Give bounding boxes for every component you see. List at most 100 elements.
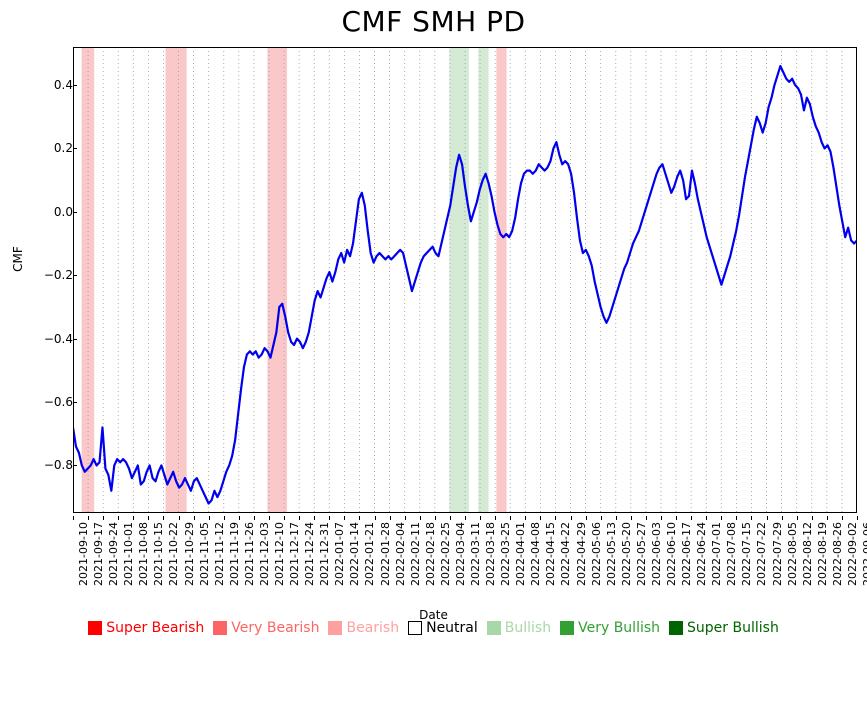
x-tick-mark (163, 516, 165, 520)
y-tick-label: −0.2 (43, 268, 73, 283)
x-tick-mark (73, 516, 74, 520)
x-tick-mark (736, 516, 738, 520)
x-tick-mark (103, 516, 105, 520)
chart-legend: Super Bearish Very Bearish Bearish Neutral B… (0, 620, 867, 636)
y-tick-mark (73, 148, 77, 150)
legend-item-neutral[interactable]: Neutral (408, 620, 478, 636)
y-tick-label: −0.6 (43, 395, 73, 410)
x-tick-mark (857, 516, 858, 520)
y-tick-label: −0.4 (43, 331, 73, 346)
legend-item-super-bullish[interactable]: Super Bullish (669, 620, 779, 636)
legend-swatch-icon (560, 621, 575, 635)
legend-swatch-icon (669, 621, 684, 635)
legend-item-bearish[interactable]: Bearish (328, 620, 399, 636)
x-tick-mark (676, 516, 678, 520)
y-tick-mark (73, 275, 77, 277)
y-tick-mark (73, 402, 77, 404)
x-tick-mark (449, 516, 451, 520)
x-tick-mark (841, 516, 843, 520)
x-axis-ticks: 2021-09-10 2021-09-17 2021-09-24 2021-10-01… (73, 516, 867, 608)
x-tick-mark (148, 516, 150, 520)
x-tick-mark (811, 516, 813, 520)
legend-label: Very Bearish (231, 620, 320, 636)
legend-item-bullish[interactable]: Bullish (486, 620, 552, 636)
x-tick-mark (796, 516, 798, 520)
x-tick-mark (691, 516, 693, 520)
legend-swatch-icon (486, 621, 501, 635)
y-axis-ticks: 0.4 0.2 0.0 −0.2 −0.4 −0.6 −0.8 (15, 47, 77, 513)
y-tick-mark (73, 338, 77, 340)
x-tick-mark (540, 516, 542, 520)
x-tick-mark (706, 516, 708, 520)
signal-band-bullish (449, 47, 469, 513)
x-tick-mark (434, 516, 436, 520)
y-tick-mark (73, 465, 77, 467)
x-tick-mark (389, 516, 391, 520)
y-tick-label: 0.4 (53, 78, 73, 93)
legend-swatch-icon (408, 621, 423, 635)
signal-band-bearish (267, 47, 288, 513)
signal-band-bullish (478, 47, 489, 513)
chart-figure: CMF SMH PD 2022-09-06 CMF: -0.09(-35.93%… (0, 5, 867, 636)
x-tick-mark (826, 516, 828, 520)
x-tick-mark (314, 516, 316, 520)
legend-swatch-icon (88, 621, 103, 635)
x-tick-mark (178, 516, 180, 520)
x-tick-mark (585, 516, 587, 520)
x-tick-mark (480, 516, 482, 520)
y-tick-label: −0.8 (43, 458, 73, 473)
x-tick-mark (299, 516, 301, 520)
x-tick-mark (208, 516, 210, 520)
x-tick-mark (269, 516, 270, 520)
x-tick-mark (88, 516, 90, 520)
y-tick-mark (73, 85, 77, 87)
x-axis-label: Date (419, 608, 448, 622)
x-tick-mark (284, 516, 286, 520)
x-tick-mark (495, 516, 497, 520)
plot-canvas (73, 47, 857, 513)
y-tick-label: 0.2 (53, 141, 73, 156)
x-tick-mark (600, 516, 602, 520)
legend-swatch-icon (213, 621, 228, 635)
data-series-line (73, 64, 857, 505)
x-tick-mark (751, 516, 753, 520)
x-tick-mark (630, 516, 632, 520)
x-tick-mark (374, 516, 376, 520)
legend-label: Very Bullish (578, 620, 661, 636)
x-tick-mark (721, 516, 723, 520)
legend-swatch-icon (328, 621, 343, 635)
x-tick-mark (329, 516, 331, 520)
signal-band-bearish (165, 47, 187, 513)
x-tick-mark (118, 516, 120, 520)
x-tick-mark (404, 516, 406, 520)
legend-label: Bullish (504, 620, 552, 636)
x-tick-mark (133, 516, 135, 520)
x-tick-mark (344, 516, 346, 520)
x-tick-mark (193, 516, 195, 520)
x-tick-mark (510, 516, 512, 520)
x-tick-mark (223, 516, 225, 520)
plot-area (73, 47, 857, 513)
x-tick-mark (555, 516, 557, 520)
x-tick-mark (253, 516, 255, 520)
legend-item-very-bullish[interactable]: Very Bullish (560, 620, 660, 636)
legend-item-super-bearish[interactable]: Super Bearish (88, 620, 204, 636)
x-tick-mark (465, 516, 466, 520)
x-tick-mark (419, 516, 421, 520)
x-tick-mark (525, 516, 527, 520)
plot-border (73, 47, 857, 513)
x-tick-mark (615, 516, 617, 520)
y-tick-mark (73, 211, 77, 213)
x-tick-mark (238, 516, 240, 520)
legend-label: Super Bullish (687, 620, 779, 636)
legend-item-very-bearish[interactable]: Very Bearish (213, 620, 319, 636)
x-tick-mark (781, 516, 783, 520)
chart-title: CMF SMH PD (341, 5, 526, 38)
y-tick-label: 0.0 (53, 204, 73, 219)
x-tick-mark (645, 516, 647, 520)
legend-label: Super Bearish (106, 620, 205, 636)
x-tick-mark (661, 516, 662, 520)
x-tick-mark (570, 516, 572, 520)
legend-label: Bearish (346, 620, 400, 636)
x-tick-mark (766, 516, 768, 520)
